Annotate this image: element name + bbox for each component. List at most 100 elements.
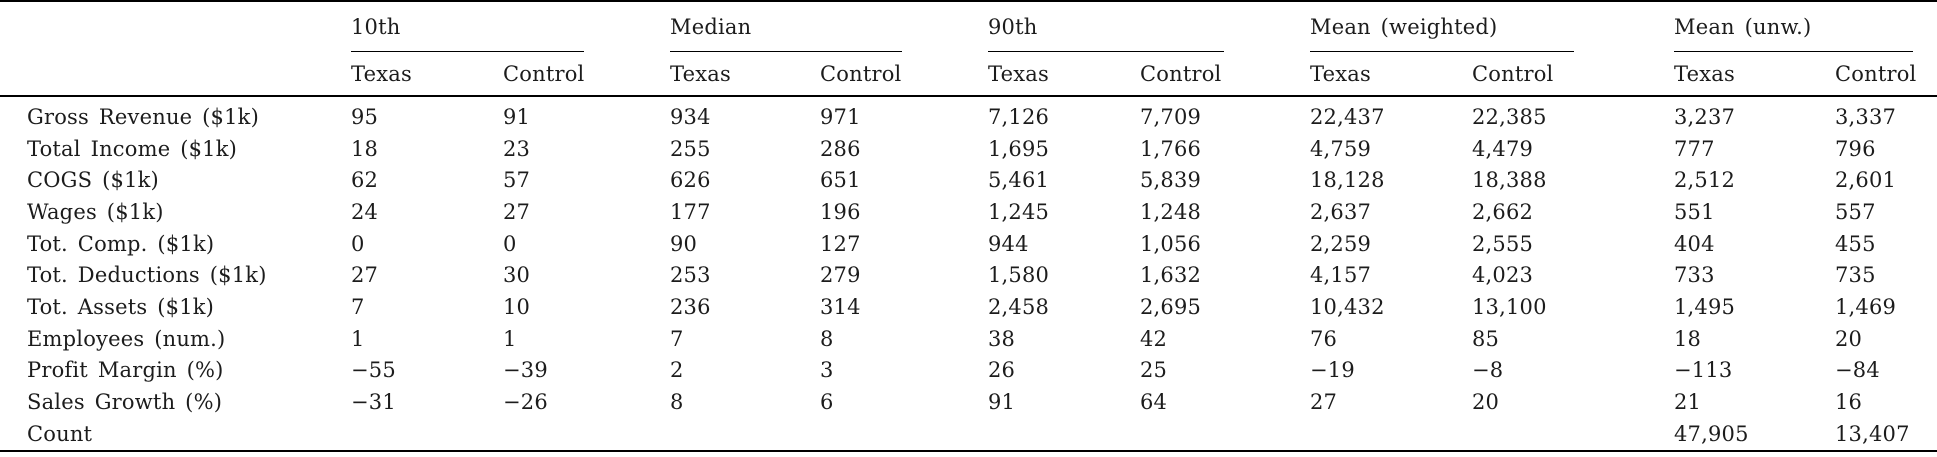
value-cell: 253 xyxy=(670,263,711,288)
value-cell: 236 xyxy=(670,294,711,319)
subheader-texas: Texas xyxy=(1674,52,1835,97)
value-cell: 18,128 xyxy=(1310,168,1385,193)
group-label: 10th xyxy=(351,12,584,52)
value-cell xyxy=(1472,418,1674,451)
value-cell: 21 xyxy=(1674,390,1702,415)
value-cell: 4,023 xyxy=(1472,263,1534,288)
value-cell: 1,056 xyxy=(1140,231,1202,256)
row-label: Sales Growth (%) xyxy=(27,390,223,415)
subheader-control: Control xyxy=(1140,52,1310,97)
value-cell: 10 xyxy=(503,294,531,319)
subheader-texas: Texas xyxy=(1310,52,1472,97)
value-cell: 1,248 xyxy=(1140,199,1202,224)
value-cell: 85 xyxy=(1472,326,1500,351)
value-cell: 8 xyxy=(820,326,834,351)
subheader-control: Control xyxy=(503,52,670,97)
value-cell: 3,237 xyxy=(1674,104,1736,129)
table-header: 10th Median 90th Mean (weighted) Mean (u… xyxy=(0,1,1937,97)
row-label: COGS ($1k) xyxy=(27,168,159,193)
value-cell: 18 xyxy=(351,136,379,161)
value-cell: 7,126 xyxy=(988,104,1050,129)
value-cell: 196 xyxy=(820,199,861,224)
value-cell: 27 xyxy=(1310,390,1338,415)
value-cell: 1,495 xyxy=(1674,294,1736,319)
value-cell xyxy=(503,418,670,451)
value-cell: 20 xyxy=(1835,326,1863,351)
value-cell: 30 xyxy=(503,263,531,288)
value-cell: 2,512 xyxy=(1674,168,1736,193)
value-cell: 777 xyxy=(1674,136,1715,161)
group-header-mean-unweighted: Mean (unw.) xyxy=(1674,1,1937,52)
value-cell: 25 xyxy=(1140,358,1168,383)
table-row: Total Income ($1k) 18 23 255 286 1,695 1,766 4,… xyxy=(0,133,1937,165)
subheader-control: Control xyxy=(820,52,988,97)
value-cell: −19 xyxy=(1310,358,1355,383)
value-cell: 22,385 xyxy=(1472,104,1547,129)
value-cell: −8 xyxy=(1472,358,1504,383)
value-cell: 24 xyxy=(351,199,379,224)
value-cell xyxy=(820,418,988,451)
row-label: Gross Revenue ($1k) xyxy=(27,104,260,129)
value-cell: 796 xyxy=(1835,136,1876,161)
value-cell xyxy=(670,418,820,451)
group-label: 90th xyxy=(988,12,1224,52)
subheader-control: Control xyxy=(1472,52,1674,97)
value-cell: 64 xyxy=(1140,390,1168,415)
value-cell: 23 xyxy=(503,136,531,161)
value-cell xyxy=(1310,418,1472,451)
value-cell: 10,432 xyxy=(1310,294,1385,319)
subheader-texas: Texas xyxy=(351,52,503,97)
table-row: Wages ($1k) 24 27 177 196 1,245 1,248 2,637 2,66… xyxy=(0,196,1937,228)
value-cell: 4,157 xyxy=(1310,263,1372,288)
value-cell: 7 xyxy=(670,326,684,351)
value-cell: 1,469 xyxy=(1835,294,1897,319)
group-label: Median xyxy=(670,12,902,52)
corner-cell xyxy=(0,1,351,52)
value-cell: 314 xyxy=(820,294,861,319)
value-cell: 944 xyxy=(988,231,1029,256)
value-cell: 76 xyxy=(1310,326,1338,351)
value-cell: 26 xyxy=(988,358,1016,383)
group-header-90th: 90th xyxy=(988,1,1310,52)
table-row: Gross Revenue ($1k) 95 91 934 971 7,126 7,709 2… xyxy=(0,96,1937,133)
value-cell xyxy=(1140,418,1310,451)
texas-control-subheader-row: Texas Control Texas Control Texas Contro… xyxy=(0,52,1937,97)
subheader-control: Control xyxy=(1835,52,1937,97)
row-label: Total Income ($1k) xyxy=(27,136,238,161)
value-cell: 1,695 xyxy=(988,136,1050,161)
value-cell: 13,100 xyxy=(1472,294,1547,319)
row-label: Profit Margin (%) xyxy=(27,358,224,383)
row-label: Wages ($1k) xyxy=(27,199,164,224)
value-cell: −39 xyxy=(503,358,548,383)
value-cell: 2,637 xyxy=(1310,199,1372,224)
group-header-10th: 10th xyxy=(351,1,670,52)
value-cell: 1,580 xyxy=(988,263,1050,288)
value-cell: 404 xyxy=(1674,231,1715,256)
value-cell: 455 xyxy=(1835,231,1876,256)
value-cell: 4,479 xyxy=(1472,136,1534,161)
value-cell: 47,905 xyxy=(1674,421,1749,446)
group-header-median: Median xyxy=(670,1,988,52)
value-cell: 42 xyxy=(1140,326,1168,351)
row-label: Tot. Assets ($1k) xyxy=(27,294,215,319)
value-cell: 1 xyxy=(351,326,365,351)
value-cell: 90 xyxy=(670,231,698,256)
value-cell: 2,555 xyxy=(1472,231,1534,256)
value-cell: 8 xyxy=(670,390,684,415)
table-row: Employees (num.) 1 1 7 8 38 42 76 85 18 20 xyxy=(0,323,1937,355)
value-cell: 177 xyxy=(670,199,711,224)
value-cell: 3 xyxy=(820,358,834,383)
table-row: Count 47,905 13,407 xyxy=(0,418,1937,451)
value-cell: 13,407 xyxy=(1835,421,1910,446)
value-cell: 16 xyxy=(1835,390,1863,415)
table-row: COGS ($1k) 62 57 626 651 5,461 5,839 18,128 18,3… xyxy=(0,164,1937,196)
value-cell: 27 xyxy=(351,263,379,288)
subheader-texas: Texas xyxy=(988,52,1140,97)
value-cell: 286 xyxy=(820,136,861,161)
table-row: Profit Margin (%) −55 −39 2 3 26 25 −19 −8 −113 −8… xyxy=(0,355,1937,387)
value-cell: −31 xyxy=(351,390,396,415)
value-cell: 626 xyxy=(670,168,711,193)
value-cell: 971 xyxy=(820,104,861,129)
table-row: Tot. Comp. ($1k) 0 0 90 127 944 1,056 2,259 2,55… xyxy=(0,228,1937,260)
